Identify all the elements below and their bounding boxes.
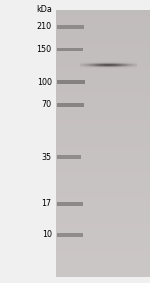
FancyBboxPatch shape — [57, 25, 84, 29]
Text: 70: 70 — [42, 100, 52, 109]
Text: 10: 10 — [42, 230, 52, 239]
FancyBboxPatch shape — [57, 103, 84, 106]
Text: 150: 150 — [37, 45, 52, 54]
Bar — [0, 0, 56, 283]
Text: 100: 100 — [37, 78, 52, 87]
Text: 210: 210 — [37, 22, 52, 31]
FancyBboxPatch shape — [57, 155, 81, 159]
FancyBboxPatch shape — [57, 48, 82, 52]
FancyBboxPatch shape — [57, 80, 86, 84]
FancyBboxPatch shape — [57, 233, 82, 237]
Text: 17: 17 — [42, 199, 52, 208]
FancyBboxPatch shape — [57, 202, 82, 205]
Text: kDa: kDa — [36, 5, 52, 14]
Text: 35: 35 — [42, 153, 52, 162]
